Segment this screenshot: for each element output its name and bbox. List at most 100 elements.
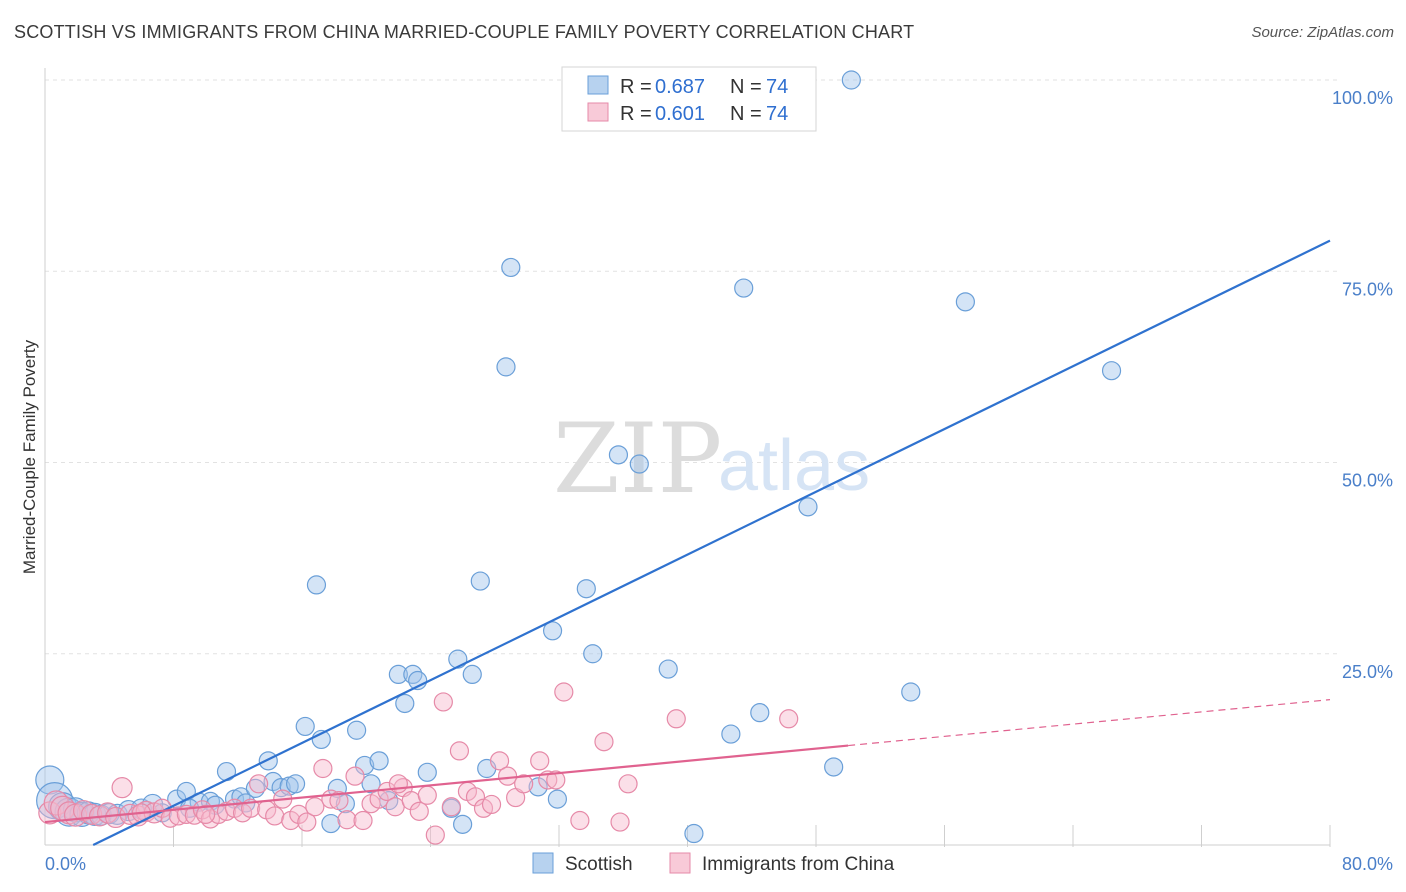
point-scottish-38: [369, 751, 389, 771]
point-china-47: [409, 801, 429, 821]
point-scottish-67: [824, 757, 844, 777]
point-china-48: [417, 785, 437, 805]
y-tick-label-25: 25.0%: [1342, 662, 1393, 682]
point-china-69: [779, 709, 799, 729]
point-china-68: [666, 709, 686, 729]
y-tick-label-75: 75.0%: [1342, 279, 1393, 299]
point-scottish-29: [295, 716, 315, 737]
legend-swatch-0: [587, 75, 609, 95]
point-scottish-68: [841, 70, 861, 90]
point-scottish-46: [448, 649, 468, 669]
point-china-38: [337, 810, 357, 830]
point-china-10: [111, 777, 133, 799]
point-china-56: [481, 794, 502, 815]
legend-n-label-1: N =: [730, 103, 762, 125]
point-scottish-47: [453, 814, 473, 834]
legend-r-label-1: R =: [620, 103, 652, 125]
point-china-71: [388, 774, 408, 794]
legend-n-label-0: N =: [730, 76, 762, 98]
point-china-50: [433, 692, 453, 712]
point-scottish-54: [542, 621, 563, 641]
legend-r-value-1: 0.601: [655, 103, 705, 125]
point-scottish-62: [721, 724, 741, 744]
point-scottish-40: [388, 664, 408, 685]
point-china-54: [465, 787, 486, 807]
point-scottish-56: [576, 579, 596, 599]
y-axis-label: Married-Couple Family Poverty: [20, 339, 39, 574]
point-scottish-58: [608, 445, 629, 465]
point-scottish-52: [501, 257, 521, 278]
bottom-legend: Scottish Immigrants from China: [532, 852, 895, 875]
point-scottish-70: [955, 292, 975, 312]
point-scottish-59: [629, 454, 649, 474]
bottom-legend-label-0: Scottish: [565, 854, 633, 875]
y-tick-label-100: 100.0%: [1332, 88, 1393, 108]
legend-r-value-0: 0.687: [655, 76, 705, 98]
point-china-67: [618, 774, 638, 794]
point-china-39: [345, 766, 365, 786]
point-china-44: [385, 797, 405, 817]
point-scottish-48: [462, 664, 482, 685]
point-china-49: [425, 825, 445, 845]
point-china-57: [489, 751, 510, 771]
point-scottish-65: [750, 703, 770, 723]
point-china-17: [168, 806, 188, 826]
point-china-35: [313, 758, 333, 779]
watermark-zip: ZIP: [553, 403, 722, 515]
watermark-atlas: atlas: [718, 426, 870, 506]
point-scottish-35: [347, 720, 367, 740]
point-scottish-44: [417, 762, 437, 782]
point-scottish-24: [258, 751, 278, 771]
point-scottish-36: [355, 755, 375, 776]
point-china-40: [353, 810, 373, 831]
point-china-6: [80, 803, 103, 826]
trendline-scottish: [92, 239, 1331, 846]
axis-layer: 25.0% 50.0% 75.0% 100.0% 0.0% 80.0%: [44, 68, 1393, 874]
trendline-china-extension: [848, 699, 1331, 747]
x-tick-label-80: 80.0%: [1342, 854, 1393, 874]
x-tick-label-0: 0.0%: [45, 854, 86, 874]
point-china-51: [441, 797, 461, 817]
point-scottish-51: [496, 357, 516, 377]
legend-n-value-0: 74: [766, 76, 788, 98]
point-scottish-32: [321, 813, 341, 834]
bottom-legend-swatch-0: [532, 852, 554, 874]
point-china-70: [546, 770, 566, 790]
point-scottish-41: [395, 693, 415, 714]
point-china-60: [514, 774, 534, 794]
trendline-china: [44, 744, 849, 824]
point-scottish-64: [734, 278, 754, 298]
point-china-34: [305, 797, 325, 817]
grid-layer: [45, 79, 1338, 655]
point-china-32: [289, 804, 309, 825]
point-scottish-66: [798, 497, 818, 517]
point-china-58: [498, 766, 518, 786]
point-scottish-71: [1101, 361, 1122, 381]
point-china-52: [449, 741, 470, 761]
point-china-72: [196, 804, 216, 825]
bottom-legend-label-1: Immigrants from China: [702, 854, 895, 875]
chart-title: SCOTTISH VS IMMIGRANTS FROM CHINA MARRIE…: [14, 22, 915, 42]
point-scottish-37: [361, 774, 381, 794]
point-scottish-28: [285, 774, 306, 794]
point-china-33: [297, 812, 317, 832]
point-china-29: [265, 806, 285, 826]
point-scottish-30: [306, 575, 327, 595]
legend-n-value-1: 74: [766, 103, 788, 125]
point-scottish-53: [528, 777, 548, 797]
bottom-legend-swatch-1: [669, 852, 691, 874]
point-china-61: [530, 751, 550, 771]
point-scottish-69: [901, 682, 921, 702]
point-scottish-61: [684, 823, 704, 844]
y-tick-label-50: 50.0%: [1342, 471, 1393, 491]
point-china-43: [377, 781, 397, 802]
point-scottish-57: [583, 644, 603, 664]
legend-swatch-1: [587, 102, 609, 122]
point-scottish-49: [470, 571, 490, 591]
point-china-63: [554, 682, 574, 702]
legend-r-label-0: R =: [620, 76, 652, 98]
points-layer: [35, 70, 1122, 845]
point-china-37: [329, 791, 349, 811]
point-scottish-55: [547, 789, 567, 809]
